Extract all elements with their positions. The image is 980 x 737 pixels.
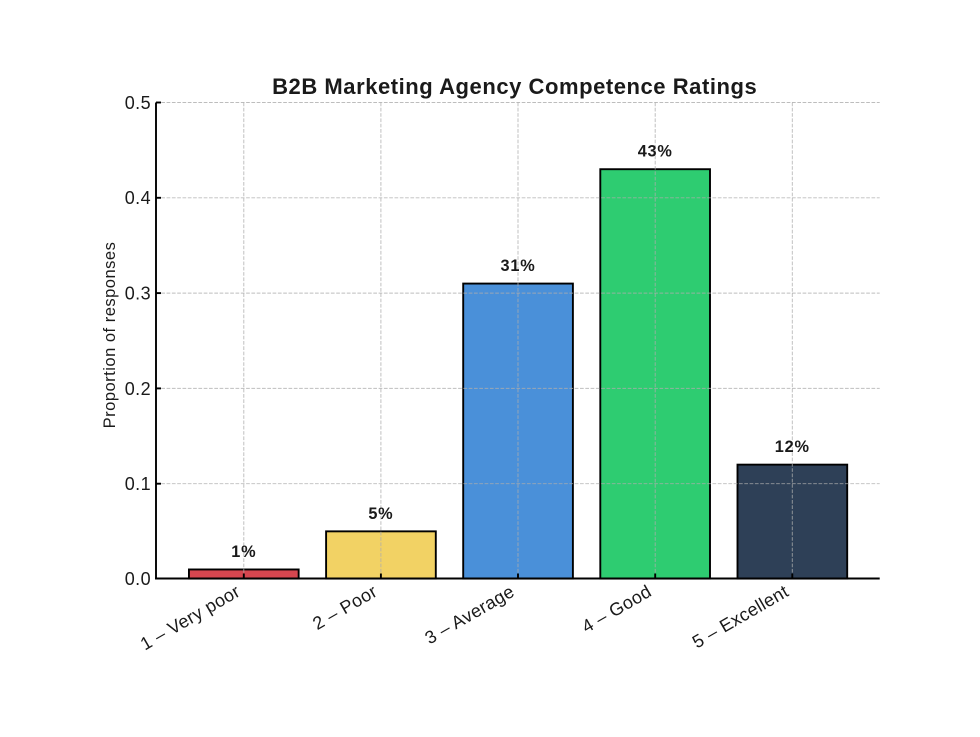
svg-text:0.1: 0.1	[125, 474, 151, 494]
svg-text:43%: 43%	[638, 143, 673, 161]
svg-text:1%: 1%	[231, 543, 256, 561]
svg-text:31%: 31%	[501, 257, 536, 275]
svg-text:0.3: 0.3	[125, 284, 151, 304]
svg-text:0.5: 0.5	[125, 93, 151, 113]
svg-text:0.2: 0.2	[125, 379, 151, 399]
svg-text:12%: 12%	[775, 438, 810, 456]
svg-text:0.4: 0.4	[125, 188, 151, 208]
svg-text:0.0: 0.0	[125, 569, 151, 589]
svg-text:5%: 5%	[368, 505, 393, 523]
svg-text:B2B Marketing Agency Competenc: B2B Marketing Agency Competence Ratings	[272, 74, 757, 99]
svg-text:Proportion of responses: Proportion of responses	[101, 242, 119, 429]
